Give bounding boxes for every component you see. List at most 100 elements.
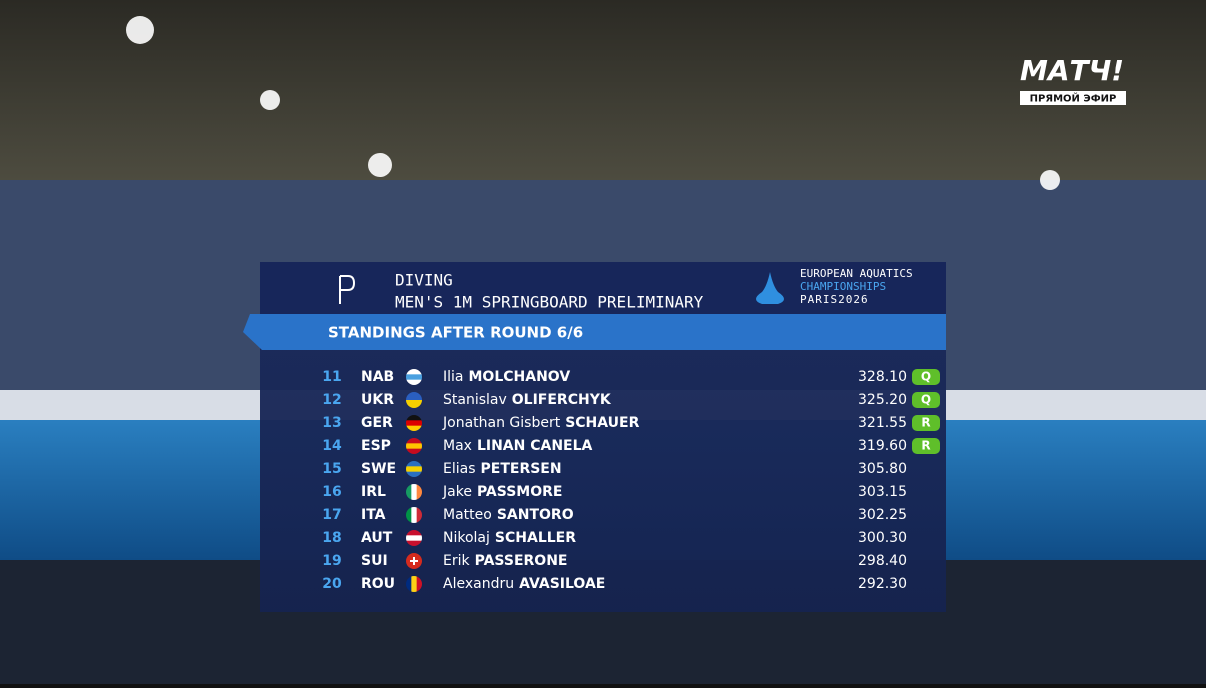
- flag-stripe: [406, 400, 422, 408]
- athlete-name: Ilia MOLCHANOV: [443, 369, 570, 385]
- athlete-name: Elias PETERSEN: [443, 461, 562, 477]
- banner-bg: [243, 314, 946, 350]
- rank: 17: [322, 507, 341, 523]
- rank: 16: [322, 484, 341, 500]
- first-name: Elias: [443, 461, 476, 477]
- score: 325.20: [858, 392, 907, 408]
- sport: DIVING: [395, 271, 453, 290]
- flag-stripe: [416, 576, 422, 592]
- diving-icon: [339, 275, 356, 304]
- rank: 18: [322, 530, 341, 546]
- country-code: GER: [361, 415, 393, 431]
- flag-stripe: [406, 379, 422, 385]
- country-code: UKR: [361, 392, 394, 408]
- first-name: Stanislav: [443, 392, 507, 408]
- flag-stripe: [411, 484, 418, 500]
- badge: Q: [921, 370, 931, 384]
- flag-stripe: [411, 507, 418, 523]
- country-code: ITA: [361, 507, 386, 523]
- first-name: Alexandru: [443, 576, 514, 592]
- badge-bg: [912, 392, 940, 408]
- flag-stripe: [406, 448, 422, 454]
- logo-line3: PARIS2026: [800, 293, 869, 306]
- country-code: SWE: [361, 461, 396, 477]
- score: 298.40: [858, 553, 907, 569]
- rank: 13: [322, 415, 341, 431]
- flag: [406, 438, 422, 454]
- score: 300.30: [858, 530, 907, 546]
- light: [368, 153, 392, 177]
- badge: R: [921, 416, 930, 430]
- flag: [406, 461, 422, 477]
- flag: [406, 507, 422, 523]
- flag-stripe: [411, 576, 418, 592]
- score: 303.15: [858, 484, 907, 500]
- flag-stripe: [406, 415, 422, 421]
- last-name: MOLCHANOV: [469, 369, 571, 385]
- flag-stripe: [406, 425, 422, 431]
- score: 302.25: [858, 507, 907, 523]
- athlete-name: Jonathan Gisbert SCHAUER: [442, 415, 640, 431]
- badge: R: [921, 439, 930, 453]
- flag: [406, 392, 422, 408]
- flag-stripe: [406, 438, 422, 444]
- badge-bg: [912, 369, 940, 385]
- first-name: Nikolaj: [443, 530, 490, 546]
- athlete-name: Alexandru AVASILOAE: [443, 576, 605, 592]
- flag-stripe: [406, 484, 412, 500]
- country-code: ESP: [361, 438, 391, 454]
- channel-status: ПРЯМОЙ ЭФИР: [1030, 92, 1117, 105]
- flag-stripe: [416, 507, 422, 523]
- first-name: Erik: [443, 553, 470, 569]
- score: 328.10: [858, 369, 907, 385]
- flag-cross: [410, 557, 418, 565]
- last-name: LINAN CANELA: [477, 438, 593, 454]
- athlete-name: Max LINAN CANELA: [443, 438, 593, 454]
- country-code: IRL: [361, 484, 386, 500]
- light: [260, 90, 280, 110]
- athlete-name: Nikolaj SCHALLER: [443, 530, 576, 546]
- channel-name: МАТЧ!: [1020, 54, 1124, 87]
- flag: [406, 530, 422, 546]
- flag-stripe: [406, 540, 422, 546]
- light: [126, 16, 154, 44]
- flag-stripe: [406, 576, 412, 592]
- flag-stripe: [406, 507, 412, 523]
- rank: 15: [322, 461, 341, 477]
- rank: 11: [322, 369, 341, 385]
- flag: [406, 369, 422, 385]
- badge: Q: [921, 393, 931, 407]
- flag: [406, 415, 422, 431]
- flag-stripe: [406, 420, 422, 427]
- last-name: OLIFERCHYK: [512, 392, 612, 408]
- rank: 20: [322, 576, 342, 592]
- flag-stripe: [406, 535, 422, 542]
- flag-stripe: [406, 443, 422, 450]
- flag: [406, 553, 422, 569]
- last-name: PASSMORE: [477, 484, 563, 500]
- rank: 12: [322, 392, 341, 408]
- flag: [406, 484, 422, 500]
- athlete-name: Matteo SANTORO: [443, 507, 574, 523]
- last-name: SCHALLER: [495, 530, 576, 546]
- flag-stripe: [406, 466, 422, 473]
- athlete-name: Erik PASSERONE: [443, 553, 567, 569]
- flag-stripe: [406, 392, 422, 401]
- banner: STANDINGS AFTER ROUND 6/6: [328, 324, 583, 342]
- rank: 14: [322, 438, 342, 454]
- event: MEN'S 1M SPRINGBOARD PRELIMINARY: [395, 293, 704, 312]
- last-name: SCHAUER: [565, 415, 639, 431]
- flag-stripe: [406, 530, 422, 536]
- first-name: Matteo: [443, 507, 492, 523]
- badge-bg: [912, 415, 940, 431]
- standings-rows: 11 NAB Ilia MOLCHANOV 328.10 Q 12 UKR Stanislav O…: [322, 369, 940, 592]
- last-name: PETERSEN: [481, 461, 562, 477]
- light: [1040, 170, 1060, 190]
- country-code: SUI: [361, 553, 388, 569]
- flag-stripe: [416, 484, 422, 500]
- first-name: Max: [443, 438, 472, 454]
- flag-stripe: [406, 471, 422, 477]
- country-code: NAB: [361, 369, 394, 385]
- championship-logo-icon: [756, 272, 784, 304]
